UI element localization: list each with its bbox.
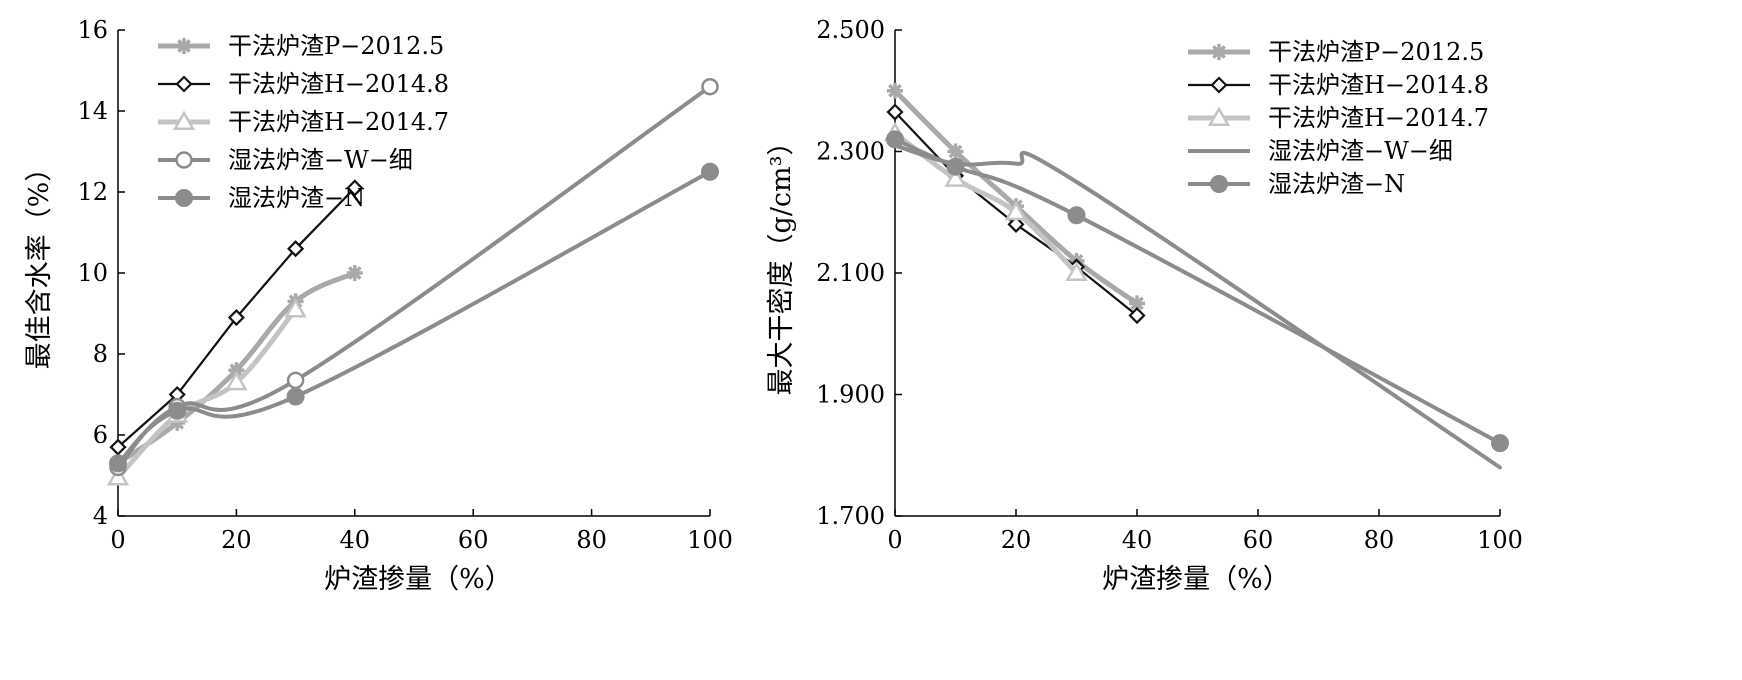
data-point bbox=[168, 401, 187, 420]
data-point bbox=[701, 77, 719, 96]
y-tick-label: 14 bbox=[77, 97, 108, 125]
legend-label: 干法炉渣P−2012.5 bbox=[1268, 38, 1484, 66]
data-point bbox=[109, 438, 127, 456]
legend-label: 湿法炉渣−W−细 bbox=[228, 146, 413, 174]
x-tick-label: 100 bbox=[1477, 526, 1523, 554]
y-tick-label: 6 bbox=[93, 421, 108, 449]
legend-label: 湿法炉渣−N bbox=[228, 184, 365, 212]
legend-label: 湿法炉渣−W−细 bbox=[1268, 137, 1453, 165]
x-tick-label: 60 bbox=[1243, 526, 1274, 554]
data-point bbox=[106, 466, 130, 486]
data-point bbox=[346, 265, 363, 281]
data-point bbox=[1007, 215, 1025, 233]
y-tick-label: 12 bbox=[77, 178, 108, 206]
y-tick-label: 1.700 bbox=[816, 502, 885, 530]
legend-label: 干法炉渣P−2012.5 bbox=[228, 32, 444, 60]
x-tick-label: 20 bbox=[221, 526, 252, 554]
data-point bbox=[286, 387, 305, 406]
x-tick-label: 60 bbox=[458, 526, 489, 554]
y-tick-label: 2.300 bbox=[816, 138, 885, 166]
data-point bbox=[701, 162, 719, 181]
x-tick-label: 100 bbox=[687, 526, 733, 554]
legend-label: 干法炉渣H−2014.8 bbox=[228, 70, 449, 98]
x-tick-label: 0 bbox=[110, 526, 125, 554]
x-tick-label: 80 bbox=[576, 526, 607, 554]
data-point bbox=[944, 167, 967, 187]
legend-label: 湿法炉渣−N bbox=[1268, 170, 1405, 198]
y-tick-label: 1.900 bbox=[816, 381, 885, 409]
y-tick-label: 2.500 bbox=[816, 16, 885, 44]
x-axis-label: 炉渣掺量（%） bbox=[324, 564, 512, 595]
data-point bbox=[886, 130, 904, 149]
y-axis-label: 最大干密度（g/cm³） bbox=[766, 129, 797, 396]
legend-marker bbox=[1211, 44, 1227, 60]
data-point bbox=[228, 362, 245, 379]
data-point bbox=[887, 82, 903, 99]
x-tick-label: 40 bbox=[340, 526, 371, 554]
chart-optimal-moisture: 0 20 40 60 80 100 4 6 8 10 12 14 16 炉渣掺量（%） 最佳含水率（%） 干法… bbox=[24, 16, 733, 595]
y-tick-label: 10 bbox=[77, 259, 108, 287]
legend-marker bbox=[175, 75, 193, 93]
legend-marker bbox=[172, 110, 196, 130]
data-point bbox=[227, 308, 245, 327]
x-tick-label: 40 bbox=[1122, 526, 1153, 554]
data-point bbox=[1128, 306, 1146, 325]
legend-marker bbox=[1210, 175, 1228, 193]
data-point bbox=[109, 454, 127, 473]
data-point bbox=[225, 370, 248, 391]
legend-marker bbox=[1210, 76, 1228, 94]
x-tick-label: 0 bbox=[887, 526, 902, 554]
x-axis-label: 炉渣掺量（%） bbox=[1102, 564, 1290, 595]
chart-max-dry-density: 0 20 40 60 80 100 1.700 1.900 2.100 2.300 2.500 炉渣掺… bbox=[766, 16, 1523, 595]
legend-marker bbox=[1207, 106, 1231, 126]
y-tick-label: 16 bbox=[77, 16, 108, 44]
legend-label: 干法炉渣H−2014.7 bbox=[1268, 104, 1489, 132]
data-point bbox=[1065, 261, 1088, 281]
data-point bbox=[287, 240, 305, 258]
y-axis-label: 最佳含水率（%） bbox=[24, 155, 55, 370]
data-point bbox=[1004, 200, 1028, 221]
series-line bbox=[115, 306, 299, 481]
data-point bbox=[1067, 206, 1086, 225]
y-tick-label: 4 bbox=[93, 502, 108, 530]
y-tick-label: 8 bbox=[93, 340, 108, 368]
data-point bbox=[346, 179, 364, 197]
data-point bbox=[946, 157, 965, 176]
x-tick-label: 20 bbox=[1001, 526, 1032, 554]
series-line bbox=[116, 84, 712, 470]
data-point bbox=[284, 297, 307, 318]
data-point bbox=[1491, 434, 1509, 453]
legend-marker bbox=[175, 189, 193, 207]
legend-marker bbox=[176, 38, 192, 54]
legend-marker bbox=[175, 151, 193, 169]
x-tick-label: 80 bbox=[1364, 526, 1395, 554]
data-point bbox=[886, 103, 904, 121]
y-tick-label: 2.100 bbox=[816, 259, 885, 287]
legend-label: 干法炉渣H−2014.8 bbox=[1268, 71, 1489, 99]
data-point bbox=[286, 371, 305, 390]
legend-label: 干法炉渣H−2014.7 bbox=[228, 108, 449, 136]
series-line bbox=[116, 169, 712, 466]
data-point bbox=[947, 143, 964, 160]
